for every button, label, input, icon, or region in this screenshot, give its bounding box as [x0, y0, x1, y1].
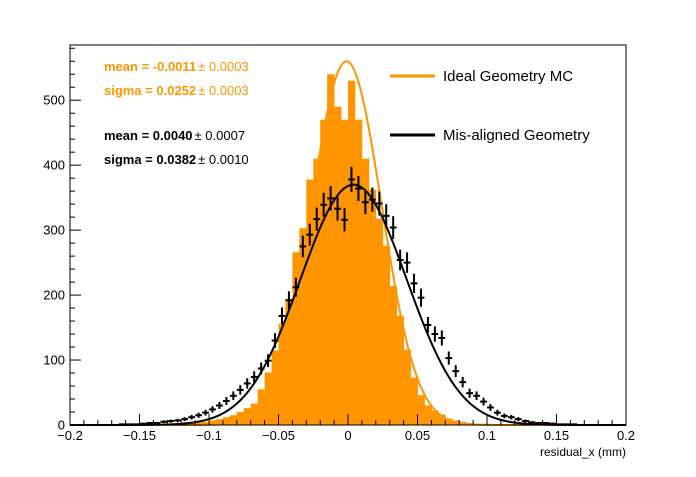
ideal-bar	[390, 286, 397, 425]
y-tick-label: 500	[43, 93, 65, 108]
ideal-bar	[404, 350, 411, 425]
x-tick-label: 0.1	[478, 428, 496, 443]
ideal-bar	[383, 246, 390, 425]
ideal-bar	[369, 190, 376, 425]
mis-sigma-value: sigma = 0.0382	[104, 152, 196, 167]
x-tick-label: 0.15	[544, 428, 569, 443]
mis-mean-value: mean = 0.0040	[104, 128, 193, 143]
ideal-mean-error: ± 0.0003	[198, 59, 249, 74]
x-axis-label: residual_x (mm)	[540, 445, 626, 459]
x-tick-label: 0.05	[405, 428, 430, 443]
mis-mean-error: ± 0.0007	[195, 128, 246, 143]
ideal-mean-text: mean = -0.0011± 0.0003	[104, 59, 249, 74]
mis-sigma-error: ± 0.0010	[198, 152, 249, 167]
legend-ideal-label: Ideal Geometry MC	[443, 68, 573, 85]
y-tick-label: 100	[43, 353, 65, 368]
x-tick-label: −0.05	[262, 428, 295, 443]
ideal-bar	[237, 412, 244, 425]
ideal-bar	[279, 324, 286, 425]
mis-sigma-text: sigma = 0.0382± 0.0010	[104, 152, 249, 167]
ideal-sigma-error: ± 0.0003	[198, 83, 249, 98]
ideal-bar	[411, 378, 418, 425]
y-tick-label: 300	[43, 223, 65, 238]
x-tick-label: 0	[344, 428, 351, 443]
x-tick-label: 0.2	[617, 428, 635, 443]
ideal-bar	[313, 159, 320, 425]
ideal-bar	[355, 120, 362, 425]
ideal-mean-value: mean = -0.0011	[104, 59, 196, 74]
ideal-bar	[397, 316, 404, 425]
ideal-sigma-value: sigma = 0.0252	[104, 83, 196, 98]
x-tick-label: −0.1	[196, 428, 222, 443]
y-tick-label: 200	[43, 288, 65, 303]
y-tick-label: 400	[43, 158, 65, 173]
ideal-bar	[348, 81, 355, 425]
ideal-bar	[418, 395, 425, 425]
y-tick-label: 0	[58, 418, 65, 433]
ideal-bar	[376, 218, 383, 425]
legend-misaligned-label: Mis-aligned Geometry	[443, 127, 590, 144]
ideal-bar	[320, 120, 327, 425]
ideal-bar	[334, 107, 341, 425]
x-tick-label: −0.15	[123, 428, 156, 443]
ideal-sigma-text: sigma = 0.0252± 0.0003	[104, 83, 249, 98]
ideal-bar	[327, 74, 334, 425]
ideal-bar	[341, 120, 348, 425]
mis-mean-text: mean = 0.0040± 0.0007	[104, 128, 245, 143]
ideal-bar	[424, 406, 431, 425]
